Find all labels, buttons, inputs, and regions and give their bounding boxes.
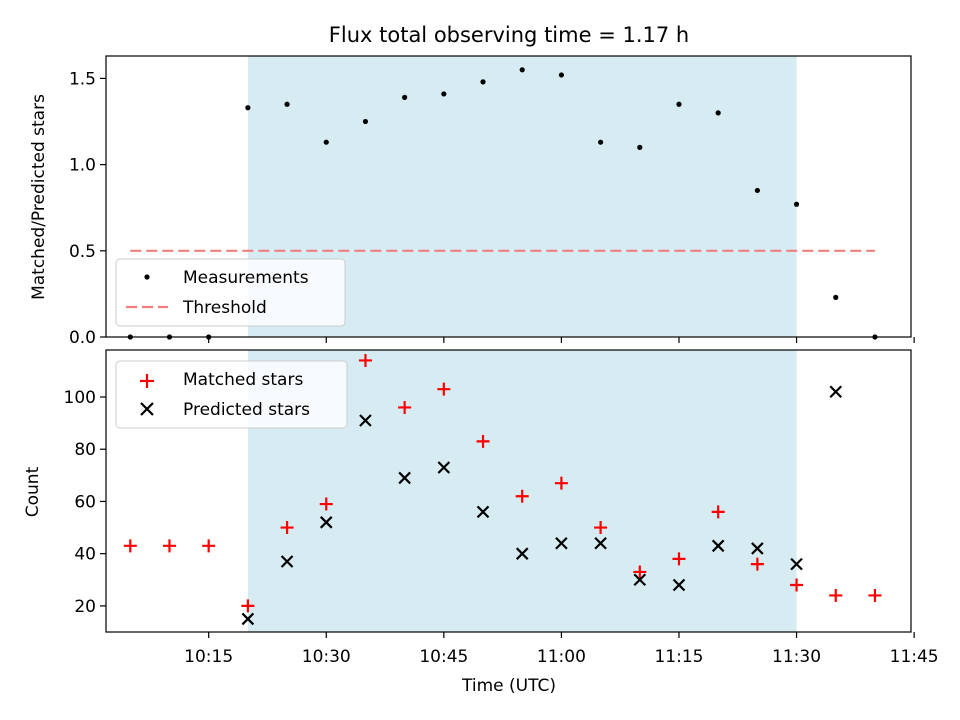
matched-star-point — [868, 588, 882, 602]
top-y-tick-label: 0.5 — [69, 242, 96, 262]
x-tick-label: 10:15 — [184, 647, 233, 667]
predicted-star-point — [515, 547, 529, 560]
matched-star-point — [398, 400, 412, 414]
measurement-point — [558, 72, 565, 78]
bottom-y-axis-label: Count — [23, 466, 43, 517]
matched-star-point — [476, 434, 490, 448]
chart-title: Flux total observing time = 1.17 h — [329, 23, 689, 47]
measurement-point — [284, 101, 290, 107]
bottom-y-tick-label: 20 — [74, 597, 96, 617]
matched-star-point — [750, 557, 764, 571]
top-y-ticks: 0.0 0.5 1.0 1.5 — [69, 69, 106, 348]
matched-star-point — [123, 539, 137, 553]
matched-star-point — [437, 382, 451, 396]
legend-measurements-label: Measurements — [183, 268, 309, 288]
predicted-star-point — [633, 573, 647, 587]
bottom-x-ticks: 10:15 10:30 10:45 11:00 11:15 11:30 11:45 — [184, 632, 939, 667]
predicted-star-point — [829, 385, 843, 399]
bottom-y-tick-label: 80 — [74, 440, 96, 460]
measurement-point — [833, 294, 839, 300]
x-tick-label: 11:30 — [772, 647, 821, 667]
top-x-ticks — [208, 337, 915, 343]
matched-star-point — [711, 505, 725, 519]
top-y-axis-label: Matched/Predicted stars — [29, 94, 49, 300]
bottom-axes-frame — [105, 349, 912, 633]
top-y-tick-label: 1.5 — [69, 69, 96, 89]
top-axes-frame — [105, 55, 912, 338]
legend-measurement-marker — [144, 274, 150, 280]
legend-matched-label: Matched stars — [183, 370, 303, 390]
count-points — [123, 353, 882, 626]
top-y-tick-label: 0.0 — [69, 328, 96, 348]
predicted-star-point — [319, 516, 333, 529]
matched-star-point — [241, 599, 255, 613]
bottom-y-tick-label: 60 — [74, 492, 96, 512]
matched-star-point — [594, 521, 608, 535]
bottom-panel: 20 40 60 80 100 10:15 10:30 10:45 11:00 11:15 11:… — [23, 349, 939, 696]
bottom-y-ticks: 20 40 60 80 100 — [64, 388, 106, 617]
legend-threshold-label: Threshold — [182, 298, 267, 318]
predicted-star-point — [672, 578, 686, 592]
x-axis-label: Time (UTC) — [461, 676, 556, 696]
predicted-star-point — [594, 536, 607, 550]
measurement-point — [245, 105, 251, 111]
predicted-star-point — [476, 505, 490, 519]
legend-predicted-label: Predicted stars — [183, 400, 310, 420]
measurement-point — [441, 91, 447, 97]
measurement-point — [754, 187, 760, 194]
bottom-legend: Matched stars Predicted stars — [115, 360, 348, 429]
measurement-point — [519, 67, 525, 73]
predicted-star-point — [359, 414, 372, 427]
legend-predicted-marker — [140, 402, 154, 416]
predicted-star-point — [241, 612, 255, 626]
measurement-point — [598, 139, 604, 145]
x-tick-label: 10:45 — [419, 647, 468, 667]
matched-star-point — [280, 521, 294, 535]
measurement-point — [402, 94, 408, 100]
measurement-point — [793, 201, 800, 207]
measurement-points — [127, 67, 878, 340]
x-tick-label: 11:00 — [537, 647, 586, 667]
matched-star-point — [790, 578, 804, 592]
predicted-star-point — [398, 471, 411, 485]
predicted-star-point — [790, 557, 803, 571]
predicted-star-point — [437, 461, 451, 474]
predicted-star-point — [711, 539, 725, 553]
top-legend: Measurements Threshold — [115, 258, 346, 327]
measurement-point — [676, 101, 682, 107]
matched-star-point — [202, 539, 216, 553]
measurement-point — [323, 139, 329, 145]
measurement-point — [715, 110, 721, 116]
bottom-legend-box — [115, 360, 348, 429]
measurement-point — [480, 79, 486, 85]
matched-star-point — [829, 588, 843, 602]
predicted-star-point — [751, 542, 764, 555]
measurement-point — [362, 118, 369, 125]
predicted-star-point — [555, 536, 568, 550]
matched-star-point — [554, 476, 568, 490]
measurement-point — [637, 144, 643, 150]
bottom-y-tick-label: 40 — [74, 545, 96, 565]
matched-star-point — [633, 565, 647, 579]
top-legend-box — [115, 258, 346, 327]
matched-star-point — [319, 497, 333, 511]
x-tick-label: 11:15 — [654, 647, 703, 667]
bottom-y-tick-label: 100 — [64, 388, 96, 408]
top-panel: 0.0 0.5 1.0 1.5 Matched/Predicted stars Mea… — [29, 55, 915, 348]
top-y-tick-label: 1.0 — [69, 156, 96, 176]
predicted-star-point — [280, 555, 294, 568]
matched-star-point — [162, 539, 176, 553]
matched-star-point — [515, 489, 529, 503]
matched-star-point — [358, 353, 372, 367]
matched-star-point — [672, 552, 686, 566]
x-tick-label: 10:30 — [302, 647, 351, 667]
x-tick-label: 11:45 — [890, 647, 939, 667]
legend-matched-marker — [140, 374, 154, 388]
